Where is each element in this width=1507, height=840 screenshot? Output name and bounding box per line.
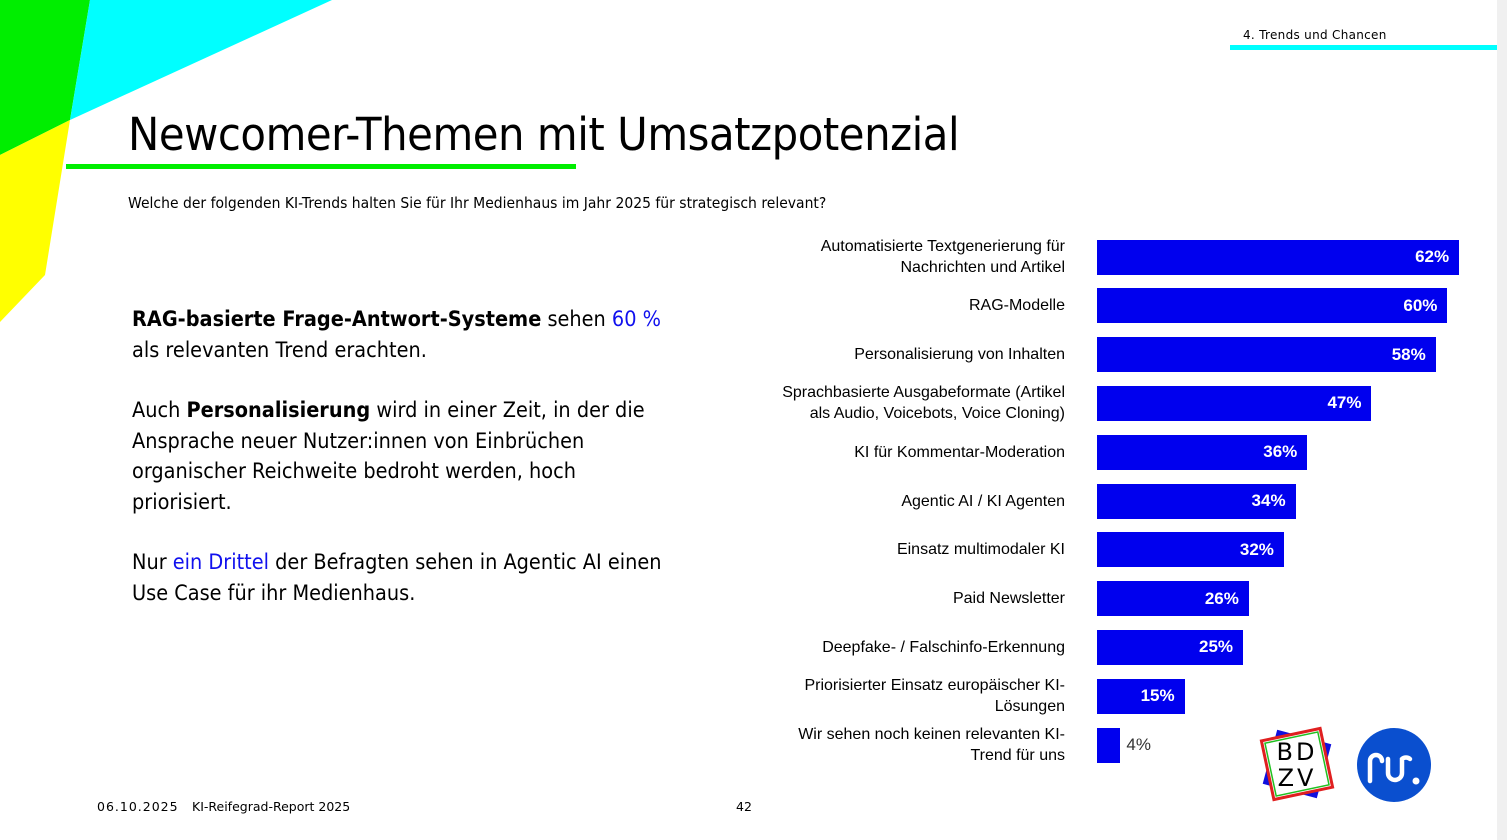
paragraph-personalisierung: Auch Personalisierung wird in einer Zeit… — [132, 395, 666, 517]
value-label: 25% — [1199, 637, 1234, 657]
category-label: Wir sehen noch keinen relevanten KI- Tren… — [798, 726, 1065, 764]
text: der Befragten sehen in Agentic AI einen … — [132, 550, 662, 605]
text: wird in einer Zeit, in der die Ansprache… — [132, 398, 645, 514]
bar — [1097, 532, 1284, 568]
bar — [1097, 288, 1448, 324]
category-label: Personalisierung von Inhalten — [854, 346, 1065, 364]
scrollbar[interactable] — [1497, 0, 1507, 840]
bar — [1097, 727, 1121, 763]
value-label: 15% — [1140, 686, 1175, 706]
paragraph-agentic: Nur ein Drittel der Befragten sehen in A… — [132, 547, 666, 608]
value-label: 58% — [1391, 344, 1426, 364]
value-label: 34% — [1251, 491, 1286, 510]
bar — [1097, 434, 1308, 470]
bar — [1097, 483, 1296, 519]
category-label: Paid Newsletter — [952, 590, 1065, 608]
bold-text: Personalisierung — [186, 398, 371, 422]
bold-text: RAG-basierte Frage-Antwort-Systeme — [132, 307, 542, 331]
value-label: 60% — [1403, 295, 1438, 315]
bar — [1097, 337, 1436, 373]
text: Nur — [132, 550, 173, 574]
title-underline — [66, 164, 576, 169]
text: als relevanten Trend erachten. — [132, 337, 427, 362]
bar — [1097, 678, 1185, 714]
category-label: Priorisierter Einsatz europäischer KI- Lö… — [804, 677, 1065, 716]
value-label: 47% — [1327, 393, 1362, 413]
page-title: Newcomer-Themen mit Umsatzpotenzial — [128, 108, 960, 161]
decorative-corner-shapes — [0, 0, 332, 322]
footer-date: 06.10.2025 — [97, 799, 179, 814]
value-label: 36% — [1263, 442, 1298, 462]
bar — [1097, 629, 1243, 665]
highlight-text: ein Drittel — [172, 550, 270, 574]
paragraph-rag: RAG-basierte Frage-Antwort-Systeme sehen… — [132, 304, 666, 365]
category-label: Sprachbasierte Ausgabeformate (Artikel al… — [782, 384, 1065, 423]
section-label: 4. Trends und Chancen — [1243, 28, 1387, 42]
category-label: Automatisierte Textgenerierung für Nachri… — [820, 238, 1065, 276]
category-label: Agentic AI / KI Agenten — [901, 492, 1065, 510]
bar — [1097, 581, 1249, 617]
survey-question: Welche der folgenden KI-Trends halten Si… — [128, 194, 827, 212]
svg-text:ZV: ZV — [1278, 764, 1317, 792]
category-label: Einsatz multimodaler KI — [896, 541, 1065, 559]
section-underline — [1230, 45, 1497, 50]
svg-text:BD: BD — [1277, 738, 1318, 766]
value-label: 4% — [1126, 735, 1151, 754]
category-label: KI für Kommentar-Moderation — [854, 443, 1065, 461]
text: sehen — [541, 307, 612, 331]
category-label: RAG-Modelle — [968, 297, 1065, 315]
value-label: 62% — [1415, 247, 1450, 266]
footer-report-name: KI-Reifegrad-Report 2025 — [192, 799, 351, 814]
rtr-logo — [1357, 728, 1431, 802]
page-number: 42 — [736, 799, 752, 814]
bdzv-logo: BD ZV — [1259, 726, 1335, 802]
highlight-text: 60 % — [611, 307, 662, 331]
value-label: 26% — [1204, 588, 1239, 608]
category-label: Deepfake- / Falschinfo-Erkennung — [822, 638, 1065, 656]
body-text: RAG-basierte Frage-Antwort-Systeme sehen… — [132, 304, 666, 638]
bar — [1097, 239, 1460, 275]
text: Auch — [132, 398, 187, 422]
value-label: 32% — [1239, 539, 1274, 559]
bar — [1097, 385, 1372, 421]
